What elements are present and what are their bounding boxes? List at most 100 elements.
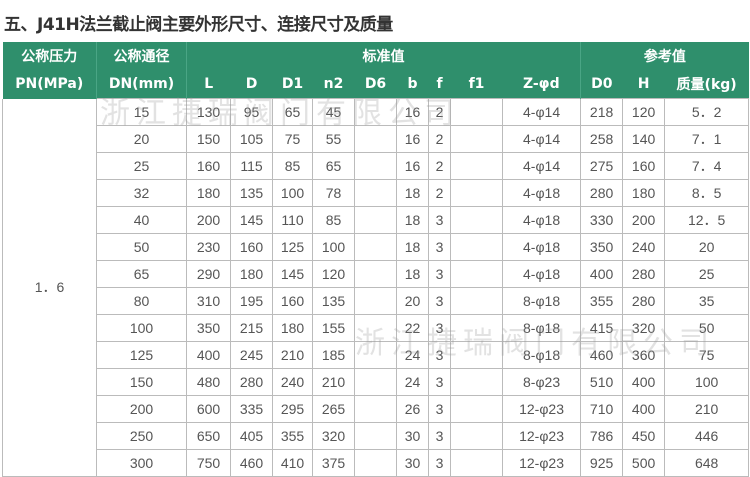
table-cell: 3 <box>428 422 451 450</box>
table-cell: 105 <box>230 125 273 153</box>
table-row: 25 160 115 85 65 16 2 4-φ14 275 160 7．4 <box>3 152 750 180</box>
table-cell: 160 <box>622 152 666 180</box>
table-cell: 3 <box>428 395 451 423</box>
table-cell: 95 <box>230 98 273 126</box>
column-header: D <box>230 70 273 99</box>
table-cell: 100 <box>96 314 187 342</box>
table-cell: 125 <box>272 233 313 261</box>
column-header: n2 <box>312 70 355 99</box>
table-cell: 3 <box>428 233 451 261</box>
valve-dimensions-table: 公称压力 公称通径 标准值 参考值 PN(MPa) DN(mm) L D D1 n2 D… <box>2 42 750 477</box>
table-cell: 2 <box>428 179 451 207</box>
table-cell: 195 <box>230 287 273 315</box>
table-cell: 185 <box>312 341 355 369</box>
table-cell: 7．4 <box>664 152 750 180</box>
table-cell: 4-φ18 <box>501 233 582 261</box>
table-cell: 12-φ23 <box>501 449 582 477</box>
table-cell: 750 <box>186 449 231 477</box>
table-cell: 200 <box>622 206 666 234</box>
table-cell: 180 <box>622 179 666 207</box>
table-cell: 4-φ14 <box>501 98 582 126</box>
table-cell: 258 <box>580 125 624 153</box>
standard-group-header: 标准值 <box>185 42 581 70</box>
table-cell: 400 <box>580 260 624 288</box>
pn-unit: PN(MPa) <box>2 70 97 99</box>
table-cell: 375 <box>312 449 355 477</box>
table-cell: 75 <box>272 125 313 153</box>
table-cell: 15 <box>96 98 187 126</box>
table-cell: 240 <box>272 368 313 396</box>
table-cell: 22 <box>396 314 429 342</box>
table-cell: 145 <box>230 206 273 234</box>
table-cell: 40 <box>96 206 187 234</box>
table-cell: 85 <box>312 206 355 234</box>
table-cell <box>450 449 503 477</box>
table-cell: 3 <box>428 341 451 369</box>
table-cell: 2 <box>428 152 451 180</box>
table-cell: 75 <box>664 341 750 369</box>
table-cell: 290 <box>186 260 231 288</box>
table-row: 80 310 195 160 135 20 3 8-φ18 355 280 35 <box>3 287 750 315</box>
table-cell <box>354 449 397 477</box>
table-cell: 100 <box>312 233 355 261</box>
table-cell: 110 <box>272 206 313 234</box>
table-row: 250 650 405 355 320 30 3 12-φ23 786 450 446 <box>3 422 750 450</box>
table-cell: 150 <box>186 125 231 153</box>
table-cell: 415 <box>580 314 624 342</box>
table-cell: 50 <box>96 233 187 261</box>
table-cell: 275 <box>580 152 624 180</box>
table-cell: 4-φ14 <box>501 152 582 180</box>
column-header: L <box>186 70 231 99</box>
table-cell <box>354 368 397 396</box>
table-row: 40 200 145 110 85 18 3 4-φ18 330 200 12．5 <box>3 206 750 234</box>
table-row: 200 600 335 295 265 26 3 12-φ23 710 400 210 <box>3 395 750 423</box>
table-cell: 3 <box>428 314 451 342</box>
table-cell: 50 <box>664 314 750 342</box>
table-cell: 100 <box>664 368 750 396</box>
table-cell: 180 <box>272 314 313 342</box>
table-cell: 85 <box>272 152 313 180</box>
table-cell <box>354 98 397 126</box>
table-cell: 30 <box>396 449 429 477</box>
table-cell: 210 <box>272 341 313 369</box>
table-cell: 180 <box>186 179 231 207</box>
column-header: D1 <box>272 70 313 99</box>
table-cell: 265 <box>312 395 355 423</box>
table-cell: 3 <box>428 260 451 288</box>
table-cell: 18 <box>396 179 429 207</box>
table-cell: 3 <box>428 287 451 315</box>
table-cell: 20 <box>96 125 187 153</box>
table-cell: 5．2 <box>664 98 750 126</box>
table-cell: 8-φ18 <box>501 314 582 342</box>
table-cell <box>450 422 503 450</box>
table-cell <box>354 206 397 234</box>
column-header: D0 <box>580 70 623 99</box>
table-cell: 400 <box>622 395 666 423</box>
table-row: 300 750 460 410 375 30 3 12-φ23 925 500 648 <box>3 449 750 477</box>
table-cell: 295 <box>272 395 313 423</box>
table-cell: 925 <box>580 449 624 477</box>
table-cell: 16 <box>396 98 429 126</box>
table-cell: 12．5 <box>664 206 750 234</box>
table-cell: 145 <box>272 260 313 288</box>
table-cell: 200 <box>186 206 231 234</box>
table-cell: 245 <box>230 341 273 369</box>
table-cell: 330 <box>580 206 624 234</box>
table-cell: 16 <box>396 152 429 180</box>
table-cell: 280 <box>230 368 273 396</box>
table-cell: 460 <box>230 449 273 477</box>
table-cell: 2 <box>428 125 451 153</box>
table-row: 65 290 180 145 120 18 3 4-φ18 400 280 25 <box>3 260 750 288</box>
reference-group-header: 参考值 <box>580 42 749 70</box>
table-cell: 4-φ14 <box>501 125 582 153</box>
table-cell: 230 <box>186 233 231 261</box>
table-cell: 55 <box>312 125 355 153</box>
table-cell: 350 <box>580 233 624 261</box>
column-header: D6 <box>354 70 397 99</box>
table-cell: 2 <box>428 98 451 126</box>
table-cell: 480 <box>186 368 231 396</box>
table-cell: 12-φ23 <box>501 395 582 423</box>
table-cell <box>354 395 397 423</box>
table-cell: 20 <box>664 233 750 261</box>
table-cell <box>450 125 503 153</box>
